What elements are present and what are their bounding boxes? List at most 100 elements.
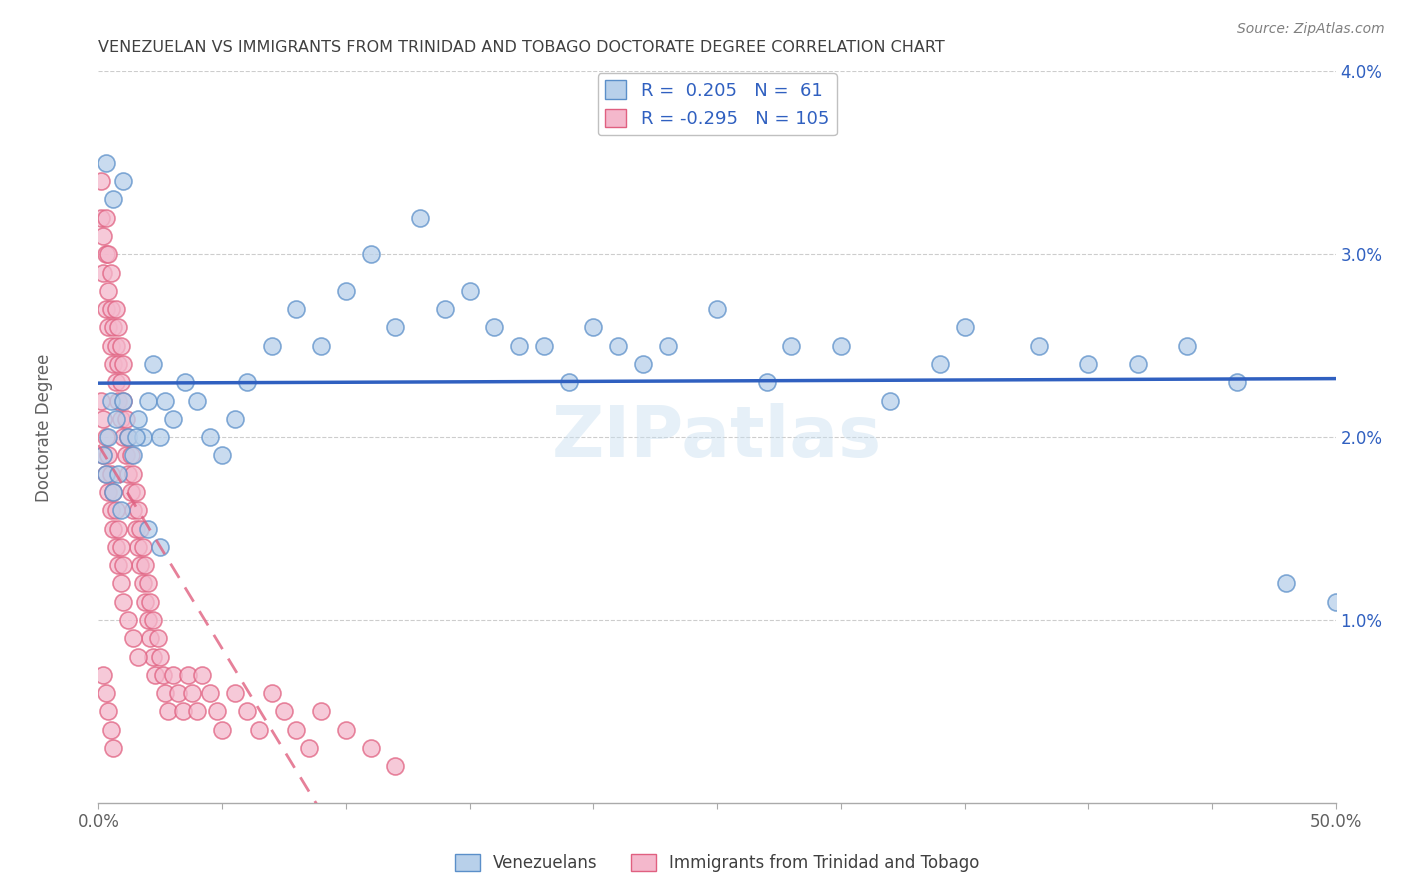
Point (122, 467, 145, 481)
Point (114, 449, 136, 463)
Point (127, 649, 149, 664)
Text: Doctorate Degree: Doctorate Degree (35, 354, 53, 502)
Point (94, 430, 117, 444)
Point (260, 686, 283, 700)
Point (107, 521, 129, 535)
Point (114, 412, 136, 426)
Point (104, 503, 127, 517)
Point (409, 211, 432, 225)
Point (112, 558, 135, 573)
Point (236, 705, 259, 719)
Point (100, 503, 122, 517)
Point (211, 723, 233, 737)
Point (211, 449, 233, 463)
Point (335, 723, 357, 737)
Point (120, 485, 142, 500)
Point (112, 393, 135, 408)
Point (122, 449, 145, 463)
Point (273, 705, 295, 719)
Point (706, 301, 728, 317)
Point (103, 521, 125, 535)
Point (755, 376, 778, 390)
Point (107, 467, 129, 481)
Point (139, 632, 162, 646)
Point (122, 503, 145, 517)
Point (879, 393, 901, 408)
Point (136, 613, 159, 627)
Point (104, 301, 127, 317)
Point (508, 338, 530, 352)
Point (136, 576, 159, 591)
Point (90, 211, 112, 225)
Point (97, 485, 120, 500)
Point (309, 705, 332, 719)
Point (149, 649, 172, 664)
Point (127, 412, 149, 426)
Point (181, 686, 204, 700)
Point (107, 558, 129, 573)
Point (458, 284, 481, 298)
Point (360, 247, 382, 261)
Legend: Venezuelans, Immigrants from Trinidad and Tobago: Venezuelans, Immigrants from Trinidad an… (449, 847, 986, 879)
Point (103, 485, 125, 500)
Point (97, 247, 120, 261)
Text: ZIPatlas: ZIPatlas (553, 402, 882, 472)
Point (830, 338, 852, 352)
Point (136, 393, 159, 408)
Point (146, 632, 169, 646)
Point (94, 467, 117, 481)
Point (103, 485, 125, 500)
Point (104, 338, 127, 352)
Point (110, 376, 132, 390)
Point (104, 376, 127, 390)
Point (136, 521, 159, 535)
Point (433, 301, 456, 317)
Point (260, 338, 283, 352)
Point (124, 521, 146, 535)
Point (122, 632, 145, 646)
Point (143, 667, 166, 681)
Point (335, 284, 357, 298)
Point (1077, 357, 1099, 371)
Point (132, 540, 155, 554)
Point (94, 686, 117, 700)
Point (97, 430, 120, 444)
Point (198, 430, 221, 444)
Point (224, 412, 246, 426)
Point (110, 503, 132, 517)
Point (174, 376, 197, 390)
Point (112, 594, 135, 608)
Point (117, 467, 139, 481)
Point (90, 393, 112, 408)
Point (166, 686, 188, 700)
Point (236, 376, 259, 390)
Point (1324, 594, 1347, 608)
Point (657, 338, 679, 352)
Point (110, 576, 132, 591)
Point (124, 430, 146, 444)
Point (484, 320, 506, 334)
Point (94, 301, 117, 317)
Point (1028, 338, 1050, 352)
Point (953, 320, 976, 334)
Point (100, 723, 122, 737)
Point (162, 667, 184, 681)
Point (557, 376, 579, 390)
Point (198, 686, 221, 700)
Point (93, 228, 115, 243)
Point (247, 723, 270, 737)
Point (780, 338, 803, 352)
Point (309, 338, 332, 352)
Point (142, 357, 165, 371)
Text: VENEZUELAN VS IMMIGRANTS FROM TRINIDAD AND TOBAGO DOCTORATE DEGREE CORRELATION C: VENEZUELAN VS IMMIGRANTS FROM TRINIDAD A… (98, 40, 945, 55)
Point (928, 357, 950, 371)
Point (149, 430, 172, 444)
Point (107, 357, 129, 371)
Point (186, 393, 208, 408)
Point (127, 540, 149, 554)
Point (112, 174, 135, 188)
Point (149, 540, 172, 554)
Point (176, 667, 198, 681)
Point (97, 705, 120, 719)
Point (134, 594, 156, 608)
